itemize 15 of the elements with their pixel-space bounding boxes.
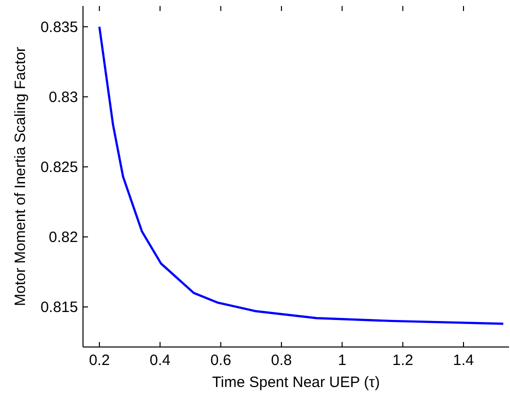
x-tick-label: 1 — [338, 352, 346, 369]
x-tick-label: 0.8 — [271, 352, 292, 369]
x-tick-label: 0.6 — [210, 352, 232, 369]
line-series — [98, 26, 504, 325]
y-tick-label: 0.82 — [48, 229, 78, 246]
x-tick-label: 0.2 — [88, 352, 110, 369]
y-axis-title: Motor Moment of Inertia Scaling Factor — [12, 46, 29, 306]
y-tick-label: 0.83 — [48, 89, 78, 106]
x-axis-title: Time Spent Near UEP (τ) — [212, 374, 380, 391]
x-tick-label: 0.4 — [150, 352, 170, 369]
y-tick-label: 0.815 — [40, 299, 78, 316]
y-tick-label: 0.825 — [40, 159, 78, 176]
y-tick-label: 0.835 — [40, 18, 78, 36]
x-tick-label: 1.4 — [453, 352, 474, 369]
x-tick-label: 1.2 — [392, 352, 414, 369]
